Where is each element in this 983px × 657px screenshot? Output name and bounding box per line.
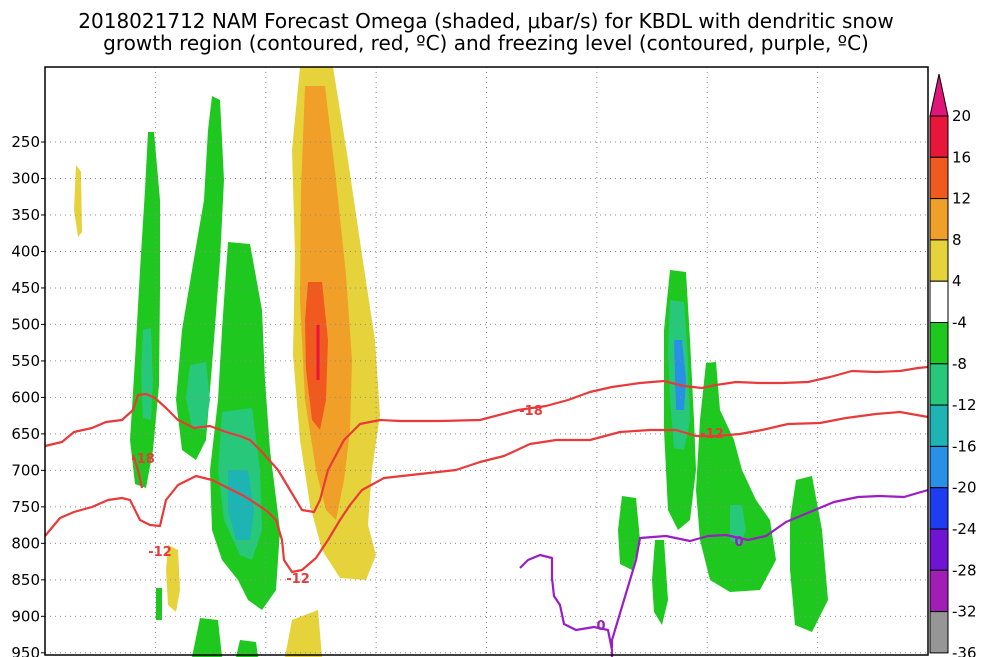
y-tick-label: 800 bbox=[11, 534, 40, 552]
colorbar-segment bbox=[929, 487, 949, 530]
colorbar-tick-label: 12 bbox=[952, 190, 971, 208]
y-tick-label: 700 bbox=[11, 461, 40, 479]
colorbar-segment bbox=[929, 528, 949, 571]
y-tick-label: 600 bbox=[11, 388, 40, 406]
colorbar-tick-label: 16 bbox=[952, 148, 971, 166]
negative-omega-column-2-core bbox=[186, 362, 210, 430]
colorbar-tick-label: 20 bbox=[952, 107, 971, 125]
dgz-label: -12 bbox=[148, 545, 172, 560]
colorbar-tick-label: -24 bbox=[952, 520, 977, 538]
colorbar-segment bbox=[929, 239, 949, 282]
dgz-contour-loop bbox=[131, 454, 144, 489]
y-tick-label: 500 bbox=[11, 315, 40, 333]
colorbar-segment bbox=[929, 280, 949, 324]
negative-omega-small-left bbox=[156, 588, 162, 620]
y-tick-label: 950 bbox=[11, 644, 40, 657]
y-tick-label: 450 bbox=[11, 279, 40, 297]
freezing-level-contour bbox=[519, 488, 929, 657]
y-axis-ticks: 250 300 350 400 450 500 550 600 650 700 750 800 850 9… bbox=[11, 133, 45, 657]
colorbar-tick-label: -12 bbox=[952, 396, 977, 414]
colorbar-tick-label: 8 bbox=[952, 231, 962, 249]
omega-shading bbox=[74, 67, 828, 657]
negative-omega-column-4 bbox=[192, 618, 222, 657]
grid-lines bbox=[45, 67, 928, 655]
colorbar-segment bbox=[929, 322, 949, 365]
colorbar-tick-label: -32 bbox=[952, 603, 977, 621]
colorbar-tick-label: -20 bbox=[952, 479, 977, 497]
colorbar-top-arrow bbox=[929, 73, 949, 117]
colorbar-segment bbox=[929, 611, 949, 654]
dgz-label: -12 bbox=[700, 427, 724, 442]
freezing-level-label: 0 bbox=[734, 535, 743, 550]
dgz-label: -18 bbox=[131, 452, 155, 467]
negative-omega-right-3 bbox=[790, 476, 828, 632]
y-tick-label: 850 bbox=[11, 571, 40, 589]
negative-omega-right-5 bbox=[652, 540, 668, 625]
colorbar-segment bbox=[929, 156, 949, 200]
y-tick-label: 300 bbox=[11, 169, 40, 187]
negative-omega-right-4 bbox=[618, 496, 640, 570]
colorbar-segment bbox=[929, 404, 949, 447]
y-tick-label: 750 bbox=[11, 498, 40, 516]
positive-omega-lower bbox=[285, 610, 322, 657]
y-tick-label: 400 bbox=[11, 242, 40, 260]
positive-omega-small-2 bbox=[74, 165, 82, 237]
colorbar-tick-label: -28 bbox=[952, 561, 977, 579]
chart-title-line1: 2018021712 NAM Forecast Omega (shaded, μ… bbox=[78, 9, 893, 33]
contour-lines: -18 -12 -12 -18 -12 0 0 bbox=[44, 365, 929, 657]
y-tick-label: 550 bbox=[11, 352, 40, 370]
positive-omega-small-1 bbox=[166, 545, 180, 612]
colorbar-segment bbox=[929, 445, 949, 489]
y-tick-label: 650 bbox=[11, 425, 40, 443]
dgz-label: -12 bbox=[286, 572, 310, 587]
y-tick-label: 350 bbox=[11, 206, 40, 224]
chart-title: 2018021712 NAM Forecast Omega (shaded, μ… bbox=[78, 9, 893, 55]
colorbar-segment bbox=[929, 115, 949, 158]
colorbar: 20 16 12 8 4 -4 -8 -12 -16 -20 -24 -28 -32 -36 bbox=[929, 73, 977, 657]
colorbar-segment bbox=[929, 363, 949, 406]
colorbar-segment bbox=[929, 569, 949, 613]
negative-omega-right-1-cyan bbox=[674, 340, 686, 410]
colorbar-tick-label: -16 bbox=[952, 437, 977, 455]
colorbar-segment bbox=[929, 198, 949, 241]
dgz-label: -18 bbox=[519, 404, 543, 419]
y-tick-label: 250 bbox=[11, 133, 40, 151]
freezing-level-label: 0 bbox=[596, 619, 605, 634]
dgz-contour-lower bbox=[44, 410, 929, 574]
negative-omega-column-1 bbox=[130, 132, 160, 488]
dgz-contour-upper bbox=[44, 365, 929, 514]
negative-omega-column-2 bbox=[176, 96, 224, 460]
negative-omega-column-1-core bbox=[141, 328, 153, 420]
chart-title-line2: growth region (contoured, red, ºC) and f… bbox=[103, 31, 869, 55]
negative-omega-column-5 bbox=[236, 640, 258, 657]
colorbar-tick-label: -36 bbox=[952, 644, 977, 657]
colorbar-tick-label: -8 bbox=[952, 355, 967, 373]
y-tick-label: 900 bbox=[11, 607, 40, 625]
colorbar-tick-label: 4 bbox=[952, 272, 962, 290]
negative-omega-right-2-core bbox=[730, 505, 746, 545]
negative-omega-column-3-cyan bbox=[228, 470, 254, 540]
negative-omega-right-2 bbox=[696, 362, 776, 592]
colorbar-tick-label: -4 bbox=[952, 314, 967, 332]
